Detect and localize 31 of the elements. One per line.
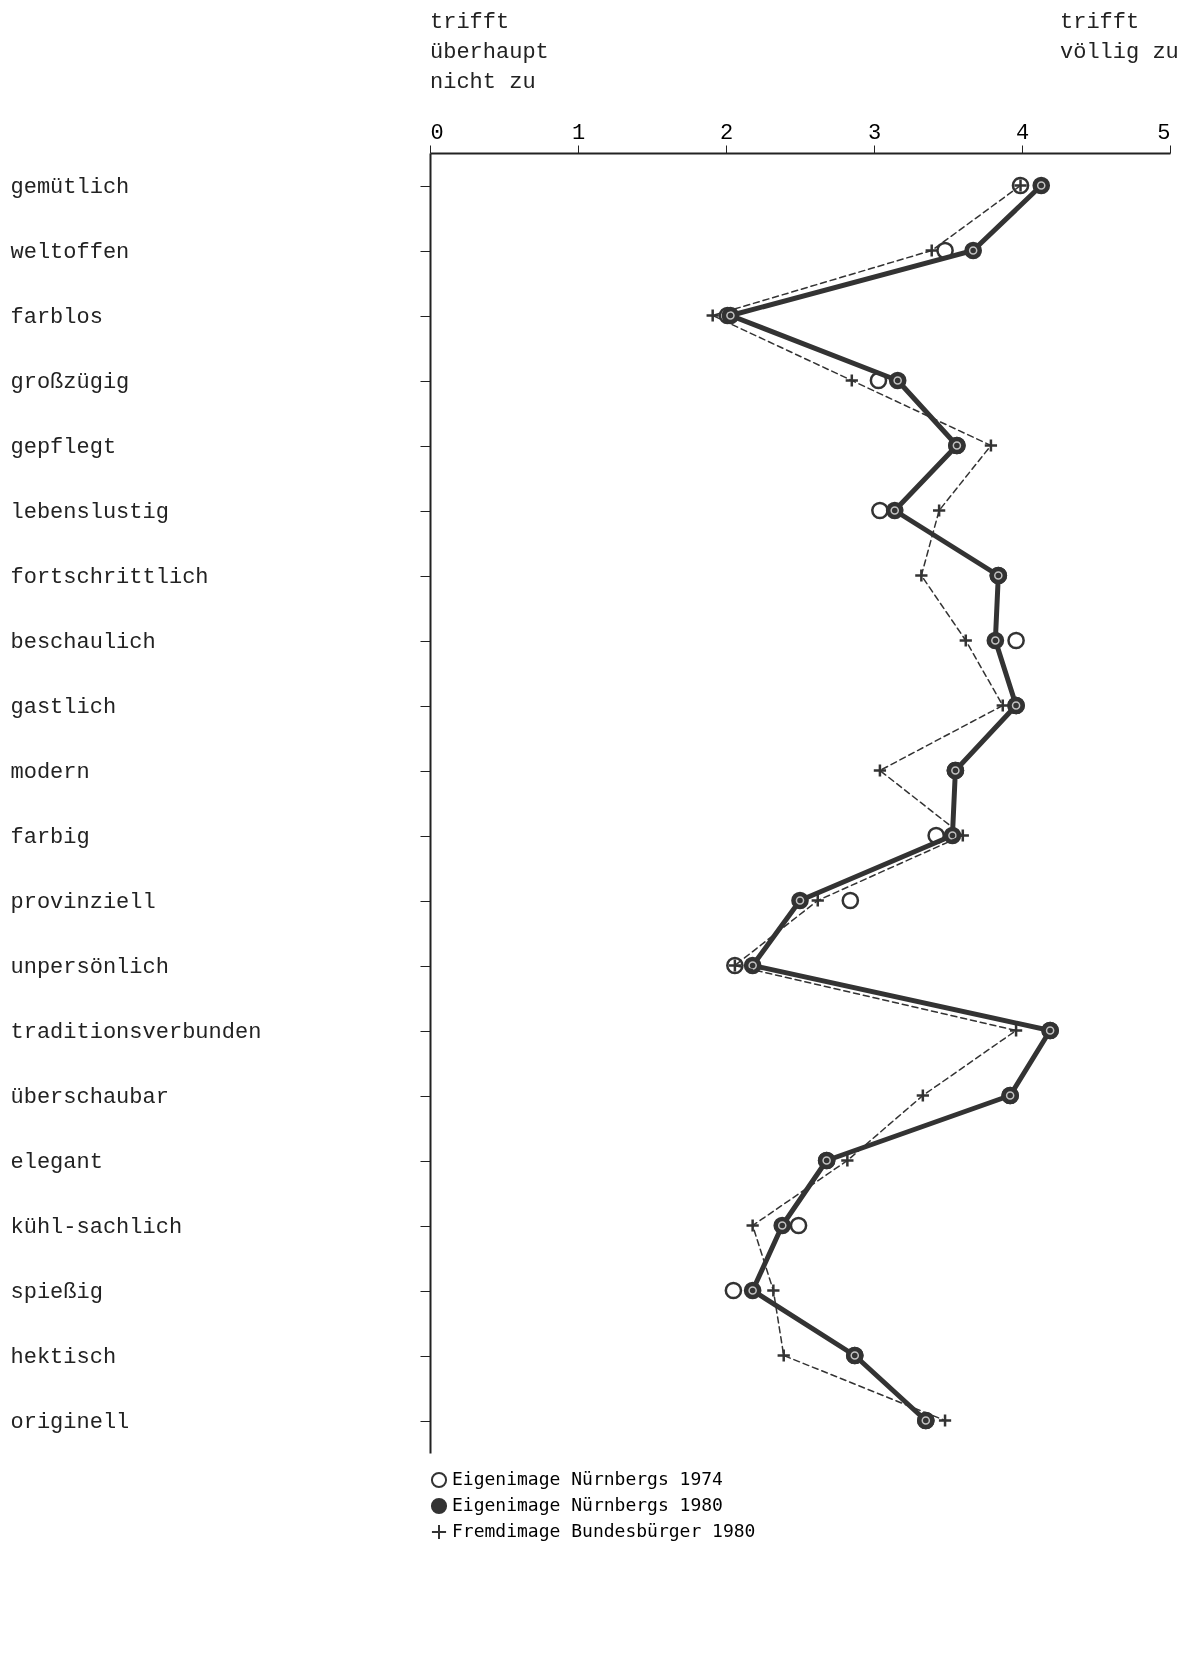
y-tick-label: originell [10, 1410, 130, 1435]
y-tick-label: weltoffen [10, 240, 130, 265]
y-tick-label: großzügig [10, 370, 130, 395]
x-tick-label: 2 [719, 120, 734, 146]
x-tick-label: 4 [1015, 120, 1030, 146]
y-tick-label: gemütlich [10, 175, 130, 200]
y-tick-label: gepflegt [10, 435, 117, 460]
y-tick-label: elegant [10, 1150, 103, 1175]
y-tick-label: hektisch [10, 1345, 117, 1370]
legend-label: Eigenimage Nürnbergs 1980 [452, 1494, 723, 1515]
text: trifft völlig zu [1060, 9, 1180, 67]
y-tick-label: spießig [10, 1280, 103, 1305]
y-tick-label: modern [10, 760, 90, 785]
y-tick-label: unpersönlich [10, 955, 169, 980]
legend-label: Eigenimage Nürnbergs 1974 [452, 1468, 723, 1489]
text: trifft überhaupt nicht zu [430, 9, 550, 97]
legend-label: Fremdimage Bundesbürger 1980 [452, 1520, 756, 1541]
x-tick-label: 3 [867, 120, 882, 146]
y-tick-label: provinziell [10, 890, 156, 915]
y-tick-label: traditionsverbunden [10, 1020, 262, 1045]
x-tick-label: 0 [430, 120, 444, 146]
y-tick-label: gastlich [10, 695, 117, 720]
y-tick-label: überschaubar [10, 1085, 169, 1110]
y-tick-label: fortschrittlich [10, 565, 209, 590]
y-tick-label: farbig [10, 825, 90, 850]
y-tick-label: beschaulich [10, 630, 156, 655]
y-tick-label: farblos [10, 305, 103, 330]
y-tick-label: kühl-sachlich [10, 1215, 183, 1240]
x-tick-label: 5 [1157, 120, 1171, 146]
y-tick-label: lebenslustig [10, 500, 169, 525]
x-tick-label: 1 [571, 120, 586, 146]
